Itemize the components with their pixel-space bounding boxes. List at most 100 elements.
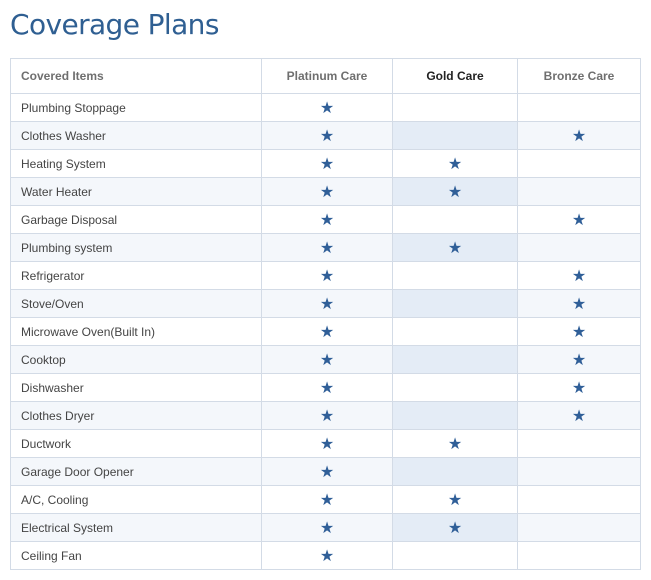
covered-item-name: Microwave Oven(Built In) xyxy=(10,317,262,346)
gold-coverage-cell: ★ xyxy=(392,429,518,458)
bronze-coverage-cell xyxy=(517,93,641,122)
header-gold-care: Gold Care xyxy=(392,58,518,94)
bronze-coverage-cell: ★ xyxy=(517,345,641,374)
table-row: Stove/Oven ★ ★ xyxy=(10,289,641,318)
platinum-coverage-cell: ★ xyxy=(261,233,393,262)
bronze-coverage-cell xyxy=(517,457,641,486)
table-row: Cooktop ★ ★ xyxy=(10,345,641,374)
table-row: Ceiling Fan ★ xyxy=(10,541,641,570)
platinum-coverage-cell: ★ xyxy=(261,317,393,346)
star-icon: ★ xyxy=(571,265,587,285)
covered-item-name: Ductwork xyxy=(10,429,262,458)
star-icon: ★ xyxy=(319,125,335,145)
bronze-coverage-cell xyxy=(517,513,641,542)
table-row: A/C, Cooling ★ ★ xyxy=(10,485,641,514)
bronze-coverage-cell: ★ xyxy=(517,261,641,290)
covered-item-name: A/C, Cooling xyxy=(10,485,262,514)
platinum-coverage-cell: ★ xyxy=(261,93,393,122)
platinum-coverage-cell: ★ xyxy=(261,121,393,150)
platinum-coverage-cell: ★ xyxy=(261,429,393,458)
covered-item-name: Garage Door Opener xyxy=(10,457,262,486)
gold-coverage-cell xyxy=(392,289,518,318)
star-icon: ★ xyxy=(447,489,463,509)
table-row: Plumbing Stoppage ★ xyxy=(10,93,641,122)
table-row: Clothes Dryer ★ ★ xyxy=(10,401,641,430)
table-row: Clothes Washer ★ ★ xyxy=(10,121,641,150)
star-icon: ★ xyxy=(319,433,335,453)
bronze-coverage-cell: ★ xyxy=(517,121,641,150)
star-icon: ★ xyxy=(319,181,335,201)
star-icon: ★ xyxy=(319,489,335,509)
covered-item-name: Clothes Washer xyxy=(10,121,262,150)
gold-coverage-cell xyxy=(392,93,518,122)
star-icon: ★ xyxy=(319,405,335,425)
covered-item-name: Plumbing system xyxy=(10,233,262,262)
platinum-coverage-cell: ★ xyxy=(261,345,393,374)
bronze-coverage-cell xyxy=(517,429,641,458)
star-icon: ★ xyxy=(319,545,335,565)
platinum-coverage-cell: ★ xyxy=(261,457,393,486)
bronze-coverage-cell: ★ xyxy=(517,205,641,234)
star-icon: ★ xyxy=(319,237,335,257)
table-row: Garbage Disposal ★ ★ xyxy=(10,205,641,234)
bronze-coverage-cell: ★ xyxy=(517,401,641,430)
platinum-coverage-cell: ★ xyxy=(261,205,393,234)
star-icon: ★ xyxy=(571,349,587,369)
covered-item-name: Electrical System xyxy=(10,513,262,542)
star-icon: ★ xyxy=(447,181,463,201)
gold-coverage-cell xyxy=(392,373,518,402)
bronze-coverage-cell xyxy=(517,485,641,514)
covered-item-name: Plumbing Stoppage xyxy=(10,93,262,122)
table-row: Microwave Oven(Built In) ★ ★ xyxy=(10,317,641,346)
gold-coverage-cell xyxy=(392,205,518,234)
table-row: Dishwasher ★ ★ xyxy=(10,373,641,402)
covered-item-name: Heating System xyxy=(10,149,262,178)
star-icon: ★ xyxy=(571,405,587,425)
star-icon: ★ xyxy=(319,293,335,313)
gold-coverage-cell xyxy=(392,401,518,430)
platinum-coverage-cell: ★ xyxy=(261,289,393,318)
star-icon: ★ xyxy=(571,125,587,145)
platinum-coverage-cell: ★ xyxy=(261,177,393,206)
table-row: Electrical System ★ ★ xyxy=(10,513,641,542)
gold-coverage-cell xyxy=(392,541,518,570)
table-body: Plumbing Stoppage ★ Clothes Washer ★ ★ Heatin… xyxy=(10,93,641,570)
star-icon: ★ xyxy=(571,293,587,313)
table-row: Ductwork ★ ★ xyxy=(10,429,641,458)
gold-coverage-cell xyxy=(392,317,518,346)
header-platinum-care: Platinum Care xyxy=(261,58,393,94)
platinum-coverage-cell: ★ xyxy=(261,149,393,178)
page-title: Coverage Plans xyxy=(10,8,219,41)
table-row: Garage Door Opener ★ xyxy=(10,457,641,486)
star-icon: ★ xyxy=(319,321,335,341)
star-icon: ★ xyxy=(447,517,463,537)
platinum-coverage-cell: ★ xyxy=(261,513,393,542)
gold-coverage-cell: ★ xyxy=(392,177,518,206)
star-icon: ★ xyxy=(571,321,587,341)
header-bronze-care: Bronze Care xyxy=(517,58,641,94)
table-row: Refrigerator ★ ★ xyxy=(10,261,641,290)
gold-coverage-cell: ★ xyxy=(392,149,518,178)
gold-coverage-cell xyxy=(392,121,518,150)
star-icon: ★ xyxy=(319,265,335,285)
star-icon: ★ xyxy=(447,153,463,173)
bronze-coverage-cell xyxy=(517,177,641,206)
star-icon: ★ xyxy=(319,517,335,537)
gold-coverage-cell: ★ xyxy=(392,485,518,514)
covered-item-name: Water Heater xyxy=(10,177,262,206)
platinum-coverage-cell: ★ xyxy=(261,373,393,402)
coverage-table: Covered Items Platinum Care Gold Care Br… xyxy=(10,58,641,570)
covered-item-name: Stove/Oven xyxy=(10,289,262,318)
bronze-coverage-cell: ★ xyxy=(517,373,641,402)
platinum-coverage-cell: ★ xyxy=(261,401,393,430)
covered-item-name: Clothes Dryer xyxy=(10,401,262,430)
gold-coverage-cell xyxy=(392,261,518,290)
table-row: Heating System ★ ★ xyxy=(10,149,641,178)
star-icon: ★ xyxy=(447,237,463,257)
star-icon: ★ xyxy=(319,349,335,369)
bronze-coverage-cell xyxy=(517,233,641,262)
platinum-coverage-cell: ★ xyxy=(261,485,393,514)
star-icon: ★ xyxy=(319,377,335,397)
covered-item-name: Garbage Disposal xyxy=(10,205,262,234)
covered-item-name: Refrigerator xyxy=(10,261,262,290)
